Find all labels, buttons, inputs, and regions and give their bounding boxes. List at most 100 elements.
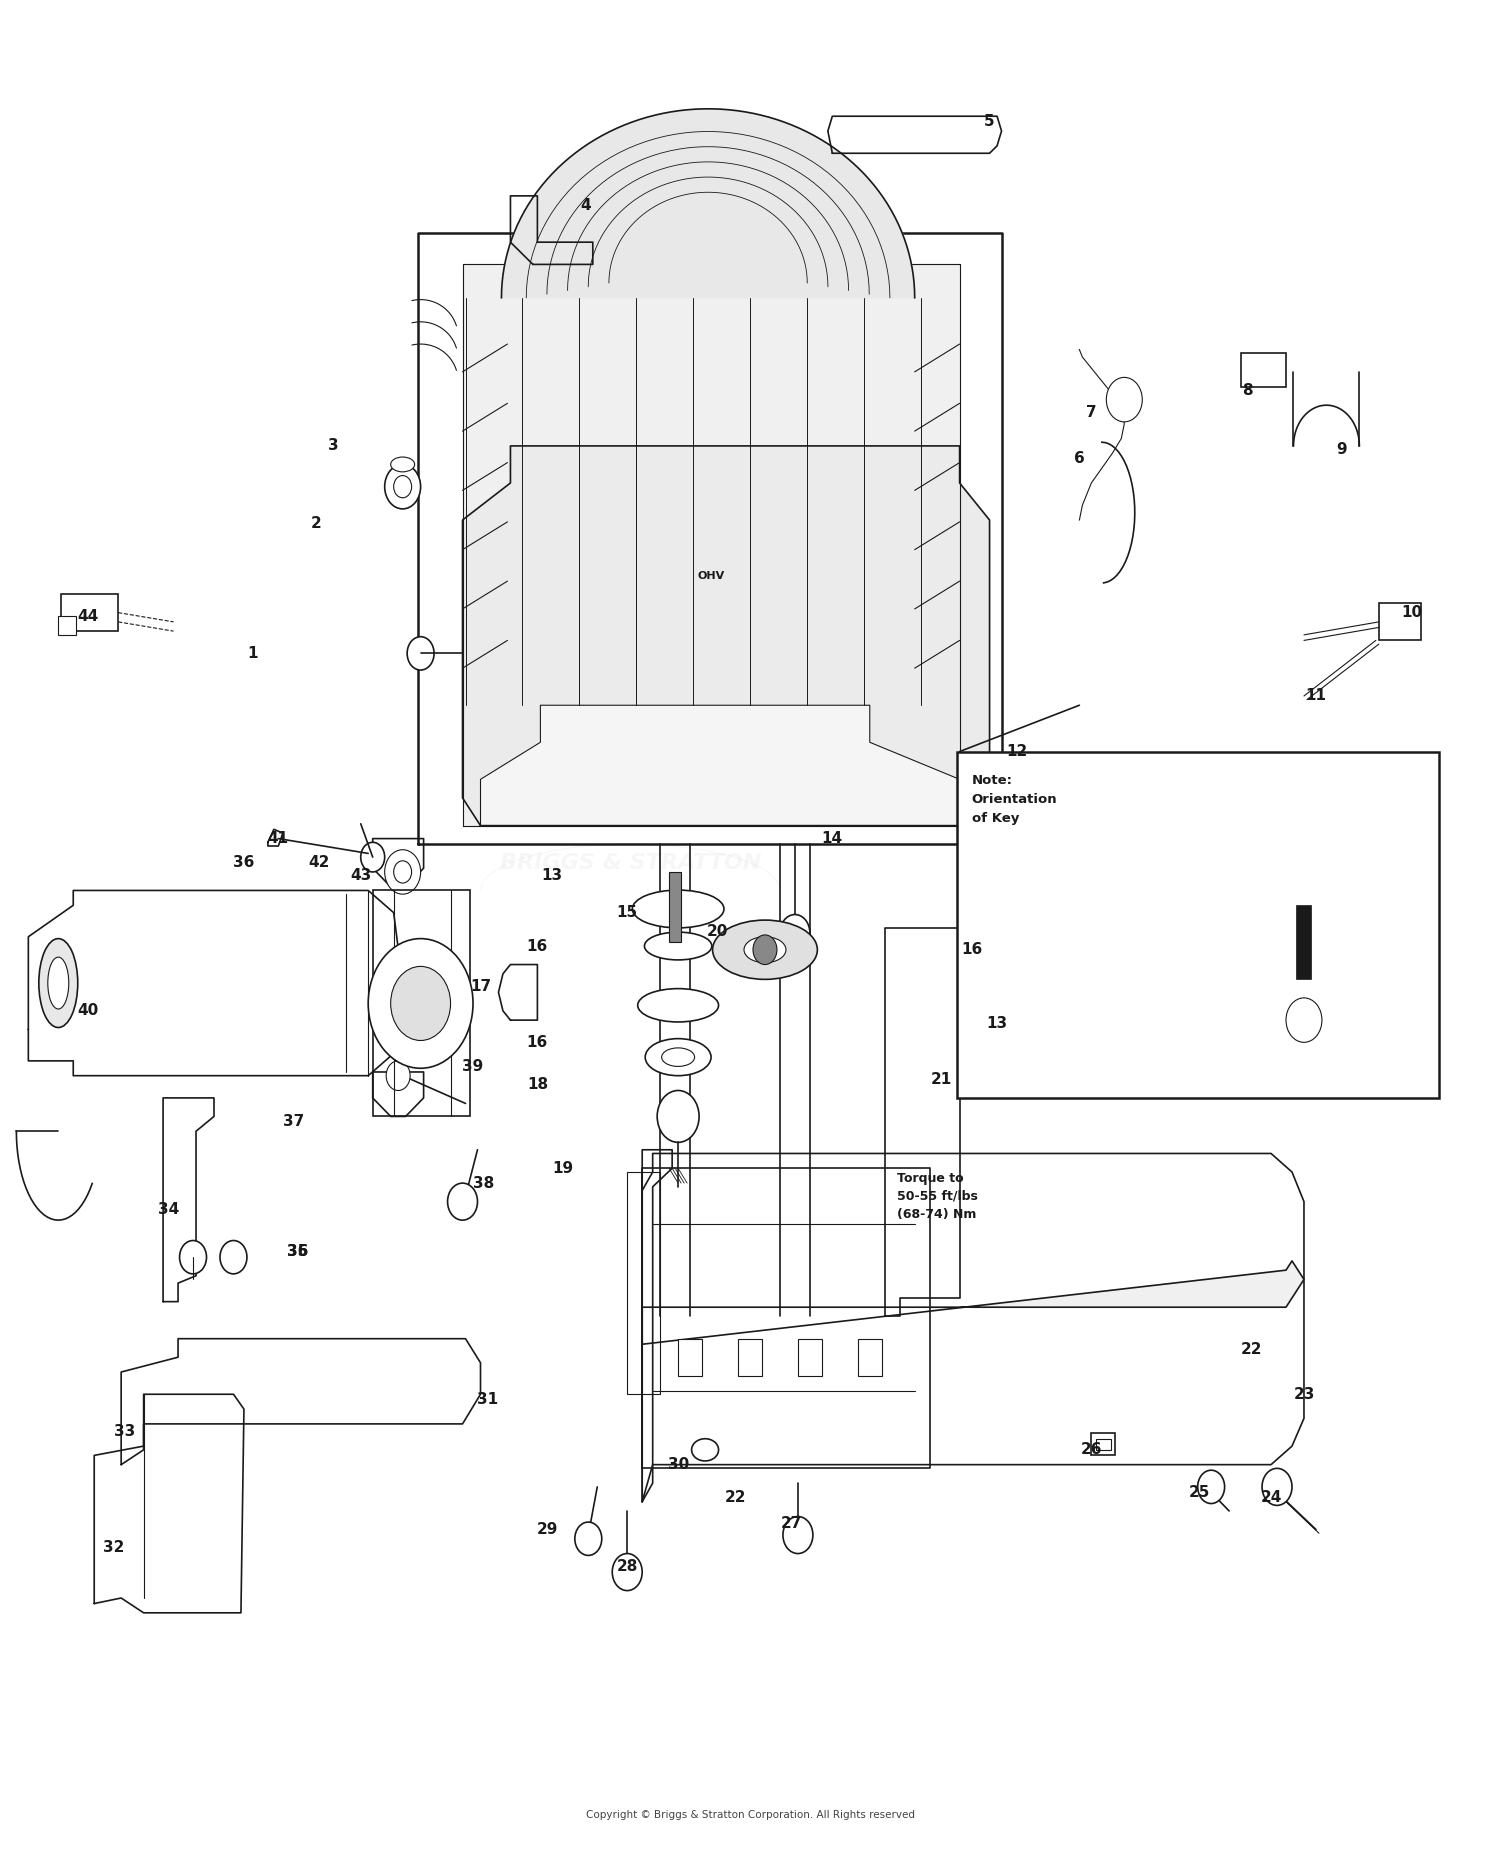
Text: 16: 16: [526, 1035, 548, 1050]
Text: 40: 40: [78, 1004, 99, 1018]
Text: 25: 25: [1188, 1486, 1210, 1501]
Text: 3: 3: [328, 438, 339, 453]
Text: 36: 36: [286, 1245, 309, 1260]
Text: 8: 8: [1242, 382, 1252, 397]
Bar: [858, 1339, 882, 1376]
Circle shape: [368, 939, 472, 1068]
Text: 20: 20: [706, 924, 728, 939]
Text: Note:
Orientation
of Key: Note: Orientation of Key: [972, 774, 1058, 825]
Polygon shape: [498, 965, 537, 1020]
Bar: [1378, 603, 1420, 640]
Bar: [1240, 352, 1286, 386]
Text: 18: 18: [526, 1078, 548, 1093]
Circle shape: [783, 1517, 813, 1553]
Circle shape: [390, 966, 450, 1041]
Polygon shape: [28, 890, 402, 1076]
Ellipse shape: [662, 1048, 694, 1067]
Text: 35: 35: [286, 1245, 309, 1260]
Polygon shape: [268, 829, 284, 846]
Text: 37: 37: [282, 1115, 304, 1130]
Bar: [372, 890, 470, 1117]
Ellipse shape: [645, 1039, 711, 1076]
Circle shape: [393, 475, 411, 497]
Polygon shape: [122, 1339, 480, 1465]
Circle shape: [447, 1183, 477, 1221]
Circle shape: [612, 1553, 642, 1590]
Text: OHV: OHV: [698, 571, 724, 581]
Ellipse shape: [48, 957, 69, 1009]
Text: Copyright © Briggs & Stratton Corporation. All Rights reserved: Copyright © Briggs & Stratton Corporatio…: [585, 1810, 915, 1820]
Text: 19: 19: [552, 1161, 573, 1176]
Bar: [669, 872, 681, 942]
Polygon shape: [501, 109, 915, 299]
Ellipse shape: [638, 989, 718, 1022]
Text: 26: 26: [1080, 1443, 1102, 1458]
Text: 10: 10: [1401, 605, 1422, 620]
Text: 13: 13: [987, 1017, 1008, 1031]
Text: 16: 16: [962, 942, 982, 957]
Text: 22: 22: [1240, 1343, 1263, 1358]
Circle shape: [384, 850, 420, 894]
Text: 14: 14: [822, 831, 843, 846]
Text: 15: 15: [616, 905, 638, 920]
Polygon shape: [462, 265, 960, 825]
Polygon shape: [510, 197, 592, 265]
Text: 43: 43: [350, 868, 372, 883]
Text: 33: 33: [114, 1425, 135, 1439]
Text: 29: 29: [537, 1521, 558, 1538]
Bar: [957, 751, 1438, 1098]
Text: 34: 34: [159, 1202, 180, 1217]
Polygon shape: [642, 1261, 1304, 1345]
Text: 11: 11: [1305, 688, 1326, 703]
Ellipse shape: [692, 1439, 718, 1462]
Polygon shape: [642, 1150, 672, 1503]
Text: 12: 12: [1007, 744, 1028, 759]
Ellipse shape: [744, 937, 786, 963]
Polygon shape: [828, 117, 1002, 154]
Ellipse shape: [712, 920, 818, 979]
Text: 36: 36: [234, 855, 255, 870]
Circle shape: [780, 915, 810, 952]
Text: 1: 1: [248, 646, 258, 660]
Ellipse shape: [645, 931, 712, 959]
Circle shape: [1286, 998, 1322, 1043]
Text: 31: 31: [477, 1393, 498, 1408]
Text: 41: 41: [268, 831, 290, 846]
Bar: [1092, 1434, 1116, 1456]
Polygon shape: [372, 838, 423, 887]
Text: 7: 7: [1086, 404, 1096, 419]
Text: 4: 4: [580, 198, 591, 213]
Polygon shape: [164, 1098, 214, 1302]
Ellipse shape: [633, 890, 724, 928]
Circle shape: [1262, 1469, 1292, 1506]
Text: 24: 24: [1260, 1490, 1281, 1506]
Text: 21: 21: [932, 1072, 952, 1087]
Bar: [627, 1172, 660, 1395]
Text: 5: 5: [984, 115, 994, 130]
Bar: [1296, 905, 1311, 979]
Polygon shape: [885, 928, 975, 1317]
Text: 38: 38: [472, 1176, 494, 1191]
Text: 22: 22: [724, 1490, 746, 1506]
Bar: [62, 594, 118, 631]
Text: 13: 13: [542, 868, 562, 883]
Ellipse shape: [39, 939, 78, 1028]
Polygon shape: [417, 234, 1002, 844]
Text: BRIGGS & STRATTON: BRIGGS & STRATTON: [500, 853, 760, 872]
Text: 9: 9: [1336, 441, 1347, 456]
Text: 17: 17: [470, 979, 490, 994]
Text: 23: 23: [1293, 1388, 1314, 1402]
Text: 27: 27: [782, 1516, 802, 1532]
Text: 6: 6: [1074, 451, 1084, 466]
Text: 44: 44: [78, 608, 99, 623]
Text: 28: 28: [616, 1558, 638, 1575]
Polygon shape: [462, 445, 990, 825]
Circle shape: [406, 636, 433, 670]
Circle shape: [386, 1061, 410, 1091]
Circle shape: [180, 1241, 207, 1274]
Circle shape: [384, 464, 420, 508]
Polygon shape: [480, 705, 960, 825]
Bar: [678, 1339, 702, 1376]
Circle shape: [393, 861, 411, 883]
Circle shape: [220, 1241, 248, 1274]
